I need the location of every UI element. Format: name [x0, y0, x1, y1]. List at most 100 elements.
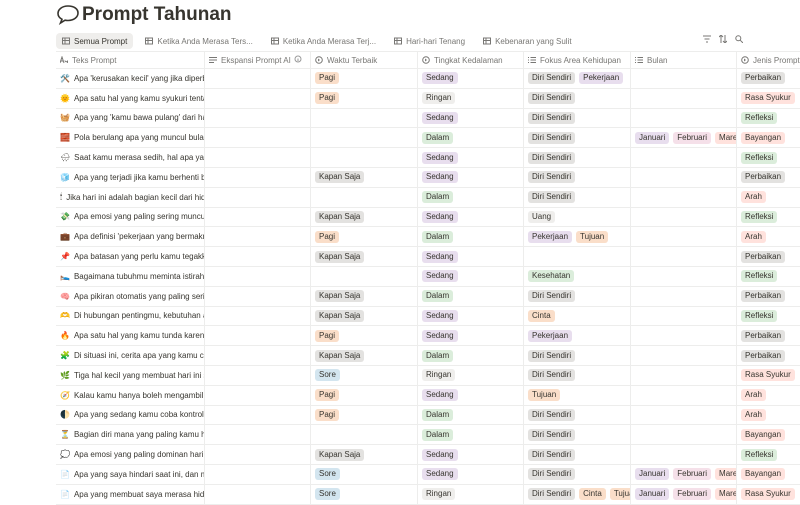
tag: Dalam — [422, 230, 454, 243]
tag: Diri Sendiri — [528, 448, 576, 461]
info-icon — [294, 55, 306, 65]
column-header[interactable]: Fokus Area Kehidupan — [524, 52, 631, 68]
prompt-cell: ⏳ Bagian diri mana yang paling kamu hind — [56, 425, 205, 445]
tag: Rasa Syukur — [741, 92, 795, 105]
fokus-cell: Diri Sendiri — [524, 108, 631, 128]
ai-expansion-cell — [205, 464, 311, 484]
table-row[interactable]: 🧺 Apa yang 'kamu bawa pulang' dari hari i… — [56, 108, 800, 129]
tag: Ringan — [422, 92, 456, 105]
sort-icon[interactable] — [719, 35, 727, 43]
view-tab[interactable]: Semua Prompt — [56, 33, 134, 49]
tag: Arah — [741, 230, 766, 243]
prompt-cell: 🌧 Saat kamu merasa sedih, hal apa yang l — [56, 148, 205, 167]
fokus-cell: Tujuan — [524, 385, 631, 405]
row-icon: 🧊 — [60, 172, 70, 182]
tag: Sedang — [422, 250, 458, 263]
tag: Refleksi — [741, 270, 778, 283]
prompt-text: Apa emosi yang paling sering muncul sa — [73, 212, 205, 222]
view-tab[interactable]: Ketika Anda Merasa Terj... — [265, 33, 382, 49]
fokus-cell: Diri Sendiri — [524, 148, 631, 167]
table-row[interactable]: 💸 Apa emosi yang paling sering muncul sa K… — [56, 207, 800, 228]
kedalaman-cell: Sedang — [418, 385, 524, 405]
table-row[interactable]: 🛠️ Apa 'kerusakan kecil' yang jika diperb… — [56, 69, 800, 89]
row-icon: ⏳ — [60, 430, 70, 440]
table-row[interactable]: 📌 Apa batasan yang perlu kamu tegakkan Kap… — [56, 247, 800, 267]
jenis-cell: Perbaikan — [737, 287, 800, 306]
kedalaman-cell: Sedang — [418, 247, 524, 266]
view-tab[interactable]: Kebenaran yang Sulit — [477, 33, 578, 49]
icon — [60, 56, 68, 64]
ai-expansion-cell — [205, 247, 311, 266]
table-row[interactable]: 🧊 Apa yang terjadi jika kamu berhenti ber… — [56, 167, 800, 188]
table-row[interactable]: 🕯 Jika hari ini adalah bagian kecil dari … — [56, 187, 800, 208]
table-row[interactable]: 🧩 Di situasi ini, cerita apa yang kamu ce… — [56, 346, 800, 366]
tag: Diri Sendiri — [528, 131, 576, 144]
bulan-cell — [631, 326, 737, 346]
waktu-cell: Pagi — [311, 69, 418, 88]
table-row[interactable]: 💼 Apa definisi 'pekerjaan yang bermakna' P… — [56, 227, 800, 248]
tag: Januari — [635, 131, 670, 144]
column-header[interactable]: Waktu Terbaik — [311, 52, 418, 68]
ai-expansion-cell — [205, 405, 311, 425]
kedalaman-cell: Sedang — [418, 266, 524, 286]
column-header[interactable]: Ekspansi Prompt AI — [205, 52, 311, 68]
table-row[interactable]: 🫶 Di hubungan pentingmu, kebutuhan apa Kap… — [56, 306, 800, 327]
table-row[interactable]: 🧱 Pola berulang apa yang muncul bulan in D… — [56, 128, 800, 149]
view-tab[interactable]: Hari-hari Tenang — [388, 33, 471, 49]
table-row[interactable]: 🧠 Apa pikiran otomatis yang paling sering… — [56, 286, 800, 307]
icon — [422, 56, 430, 64]
tag: Dalam — [422, 290, 454, 303]
tag: Arah — [741, 191, 766, 204]
view-tab[interactable]: Ketika Anda Merasa Ters... — [139, 33, 258, 49]
tag: Tujuan — [528, 389, 561, 402]
table-row[interactable]: 📄 Apa yang saya hindari saat ini, dan men… — [56, 464, 800, 485]
bulan-cell — [631, 227, 737, 247]
ai-expansion-cell — [205, 365, 311, 385]
column-header[interactable]: Tingkat Kedalaman — [418, 52, 524, 68]
ai-expansion-cell — [205, 484, 311, 504]
bulan-cell — [631, 266, 737, 286]
kedalaman-cell: Sedang — [418, 445, 524, 464]
column-header[interactable]: Bulan — [631, 52, 737, 68]
waktu-cell: Pagi — [311, 227, 418, 247]
search-icon[interactable] — [735, 35, 743, 43]
table-row[interactable]: 🌞 Apa satu hal yang kamu syukuri tentang P… — [56, 88, 800, 109]
row-icon: 🌿 — [60, 370, 70, 380]
tag: Perbaikan — [741, 290, 786, 303]
prompt-cell: 🛌 Bagaimana tubuhmu meminta istirahat a — [56, 266, 205, 286]
table-row[interactable]: 🧭 Kalau kamu hanya boleh mengambil sat Pag… — [56, 385, 800, 406]
jenis-cell: Refleksi — [737, 208, 800, 227]
table-row[interactable]: 🌿 Tiga hal kecil yang membuat hari ini se… — [56, 365, 800, 386]
column-header[interactable]: Jenis Prompt — [737, 52, 800, 68]
jenis-cell: Perbaikan — [737, 168, 800, 187]
row-icon: 🌧 — [60, 153, 71, 163]
tag: Dalam — [422, 131, 454, 144]
prompt-cell: 📄 Apa yang membuat saya merasa hidup — [56, 484, 205, 504]
tag: Tujuan — [609, 488, 630, 501]
jenis-cell: Rasa Syukur — [737, 89, 800, 108]
header-row: Teks Prompt Ekspansi Prompt AI Waktu Terba… — [56, 51, 800, 69]
table-row[interactable]: 📄 Apa yang membuat saya merasa hidup Sore R… — [56, 484, 800, 505]
table-row[interactable]: ⏳ Bagian diri mana yang paling kamu hind D… — [56, 425, 800, 446]
prompt-cell: 📄 Apa yang saya hindari saat ini, dan men — [56, 464, 205, 484]
column-label: Jenis Prompt — [753, 55, 800, 65]
ai-expansion-cell — [205, 167, 311, 187]
tag: Sore — [315, 468, 340, 481]
jenis-cell: Perbaikan — [737, 247, 800, 266]
kedalaman-cell: Sedang — [418, 69, 524, 88]
tag: Sore — [315, 488, 340, 501]
tag: Sedang — [422, 72, 458, 85]
tag: Kapan Saja — [315, 349, 365, 362]
filter-icon[interactable] — [703, 35, 711, 43]
ai-expansion-cell — [205, 88, 311, 108]
fokus-cell: Pekerjaan Tujuan — [524, 227, 631, 247]
tag: Pagi — [315, 408, 340, 421]
table-row[interactable]: 💭 Apa emosi yang paling dominan hari ini,… — [56, 445, 800, 465]
waktu-cell: Pagi — [311, 326, 418, 346]
table-row[interactable]: 🌓 Apa yang sedang kamu coba kontrol, pa Pa… — [56, 405, 800, 426]
tag: Bayangan — [741, 428, 786, 441]
column-header[interactable]: Teks Prompt — [56, 52, 205, 68]
table-row[interactable]: 🔥 Apa satu hal yang kamu tunda karena ta P… — [56, 326, 800, 347]
table-row[interactable]: 🛌 Bagaimana tubuhmu meminta istirahat a Se… — [56, 266, 800, 287]
